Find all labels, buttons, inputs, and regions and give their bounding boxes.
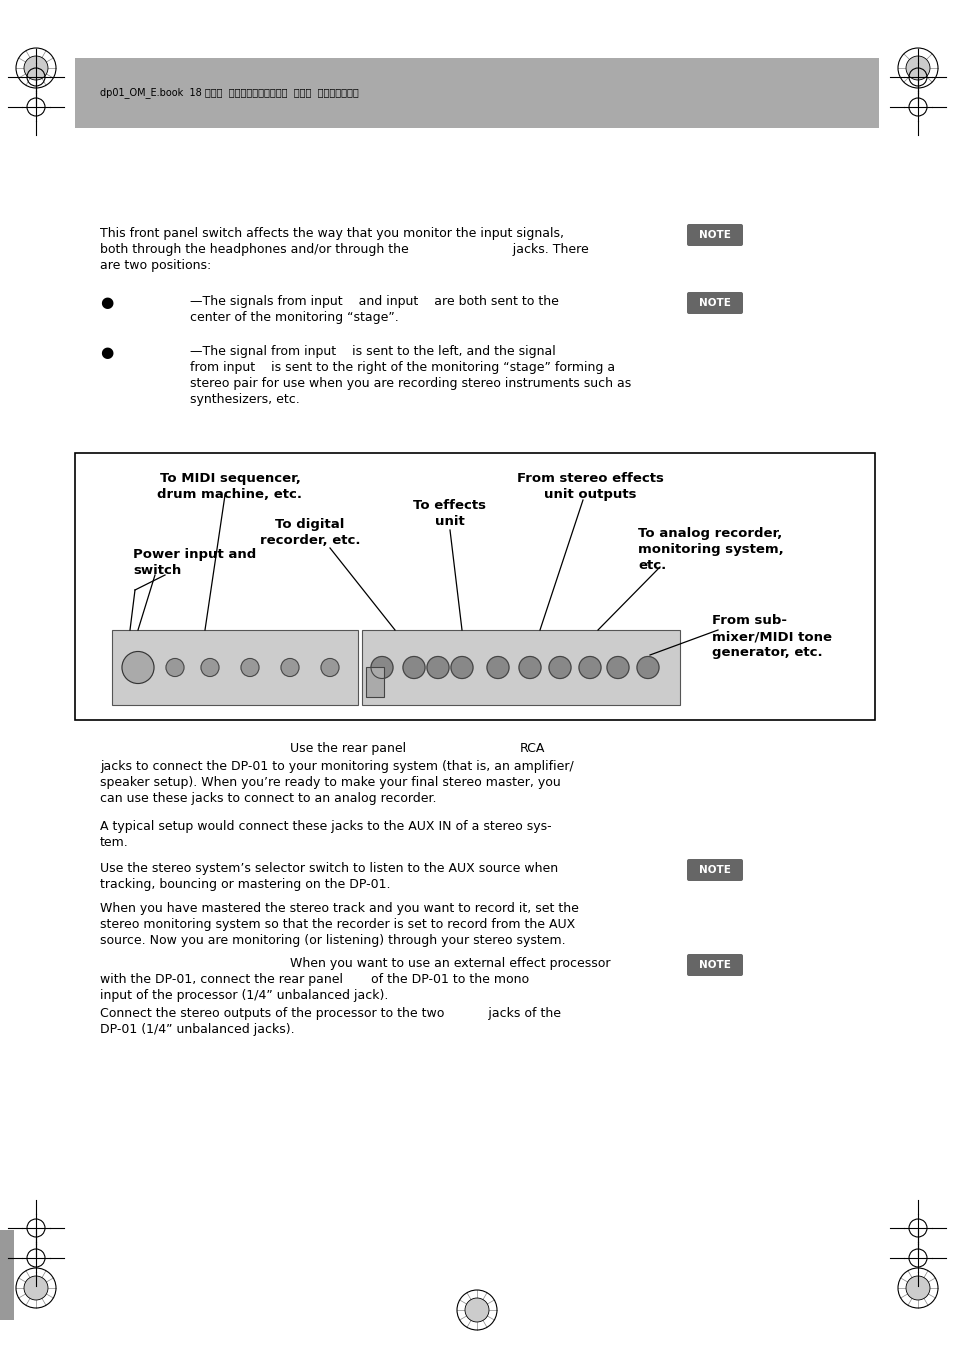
- Circle shape: [486, 657, 509, 678]
- Text: are two positions:: are two positions:: [100, 259, 211, 272]
- Text: To analog recorder,
monitoring system,
etc.: To analog recorder, monitoring system, e…: [638, 527, 783, 571]
- Circle shape: [548, 657, 571, 678]
- Text: To effects
unit: To effects unit: [413, 499, 486, 528]
- Text: tracking, bouncing or mastering on the DP-01.: tracking, bouncing or mastering on the D…: [100, 878, 390, 892]
- Circle shape: [637, 657, 659, 678]
- Circle shape: [578, 657, 600, 678]
- Text: ●: ●: [100, 295, 113, 309]
- Text: tem.: tem.: [100, 836, 129, 848]
- Bar: [112, 630, 357, 705]
- Circle shape: [241, 658, 258, 677]
- Bar: [75, 58, 878, 128]
- Bar: [75, 453, 874, 720]
- Text: center of the monitoring “stage”.: center of the monitoring “stage”.: [190, 311, 398, 324]
- Text: ●: ●: [100, 345, 113, 359]
- FancyBboxPatch shape: [686, 954, 742, 975]
- Text: NOTE: NOTE: [699, 961, 730, 970]
- FancyBboxPatch shape: [686, 859, 742, 881]
- Text: DP-01 (1/4” unbalanced jacks).: DP-01 (1/4” unbalanced jacks).: [100, 1023, 294, 1036]
- Text: RCA: RCA: [519, 742, 545, 755]
- Text: from input    is sent to the right of the monitoring “stage” forming a: from input is sent to the right of the m…: [190, 361, 615, 374]
- Text: both through the headphones and/or through the                          jacks. T: both through the headphones and/or throu…: [100, 243, 588, 255]
- Text: synthesizers, etc.: synthesizers, etc.: [190, 393, 299, 407]
- Text: This front panel switch affects the way that you monitor the input signals,: This front panel switch affects the way …: [100, 227, 563, 240]
- Text: To MIDI sequencer,
drum machine, etc.: To MIDI sequencer, drum machine, etc.: [157, 471, 302, 501]
- Circle shape: [606, 657, 628, 678]
- Circle shape: [166, 658, 184, 677]
- FancyBboxPatch shape: [686, 292, 742, 313]
- Text: —The signal from input    is sent to the left, and the signal: —The signal from input is sent to the le…: [190, 345, 556, 358]
- Circle shape: [371, 657, 393, 678]
- Text: From sub-
mixer/MIDI tone
generator, etc.: From sub- mixer/MIDI tone generator, etc…: [711, 613, 831, 659]
- Text: dp01_OM_E.book  18 ページ  ２００５年６月１３日  月曜日  午後７晎１４分: dp01_OM_E.book 18 ページ ２００５年６月１３日 月曜日 午後７…: [100, 88, 358, 99]
- Text: When you have mastered the stereo track and you want to record it, set the: When you have mastered the stereo track …: [100, 902, 578, 915]
- Text: input of the processor (1/4” unbalanced jack).: input of the processor (1/4” unbalanced …: [100, 989, 388, 1002]
- Bar: [361, 630, 679, 705]
- Text: When you want to use an external effect processor: When you want to use an external effect …: [290, 957, 610, 970]
- Circle shape: [201, 658, 219, 677]
- Circle shape: [518, 657, 540, 678]
- Circle shape: [905, 1275, 929, 1300]
- Text: can use these jacks to connect to an analog recorder.: can use these jacks to connect to an ana…: [100, 792, 436, 805]
- Text: with the DP-01, connect the rear panel       of the DP-01 to the mono: with the DP-01, connect the rear panel o…: [100, 973, 529, 986]
- Text: NOTE: NOTE: [699, 299, 730, 308]
- Circle shape: [464, 1298, 489, 1323]
- Circle shape: [24, 1275, 48, 1300]
- FancyBboxPatch shape: [686, 224, 742, 246]
- Text: Connect the stereo outputs of the processor to the two           jacks of the: Connect the stereo outputs of the proces…: [100, 1006, 560, 1020]
- Circle shape: [451, 657, 473, 678]
- Circle shape: [24, 55, 48, 80]
- Circle shape: [427, 657, 449, 678]
- Text: From stereo effects
unit outputs: From stereo effects unit outputs: [516, 471, 662, 501]
- Text: stereo monitoring system so that the recorder is set to record from the AUX: stereo monitoring system so that the rec…: [100, 917, 575, 931]
- Circle shape: [320, 658, 338, 677]
- Text: NOTE: NOTE: [699, 230, 730, 240]
- Text: Power input and
switch: Power input and switch: [132, 549, 256, 577]
- Circle shape: [281, 658, 298, 677]
- Text: NOTE: NOTE: [699, 865, 730, 875]
- Text: Use the rear panel: Use the rear panel: [290, 742, 406, 755]
- Text: A typical setup would connect these jacks to the AUX IN of a stereo sys-: A typical setup would connect these jack…: [100, 820, 551, 834]
- Text: source. Now you are monitoring (or listening) through your stereo system.: source. Now you are monitoring (or liste…: [100, 934, 565, 947]
- Bar: [366, 667, 384, 697]
- Circle shape: [905, 55, 929, 80]
- Text: speaker setup). When you’re ready to make your final stereo master, you: speaker setup). When you’re ready to mak…: [100, 775, 560, 789]
- Text: —The signals from input    and input    are both sent to the: —The signals from input and input are bo…: [190, 295, 558, 308]
- Text: jacks to connect the DP-01 to your monitoring system (that is, an amplifier/: jacks to connect the DP-01 to your monit…: [100, 761, 573, 773]
- Text: Use the stereo system’s selector switch to listen to the AUX source when: Use the stereo system’s selector switch …: [100, 862, 558, 875]
- Circle shape: [122, 651, 153, 684]
- Bar: [0, 1229, 14, 1320]
- Text: To digital
recorder, etc.: To digital recorder, etc.: [259, 517, 360, 547]
- Text: stereo pair for use when you are recording stereo instruments such as: stereo pair for use when you are recordi…: [190, 377, 631, 390]
- Circle shape: [402, 657, 424, 678]
